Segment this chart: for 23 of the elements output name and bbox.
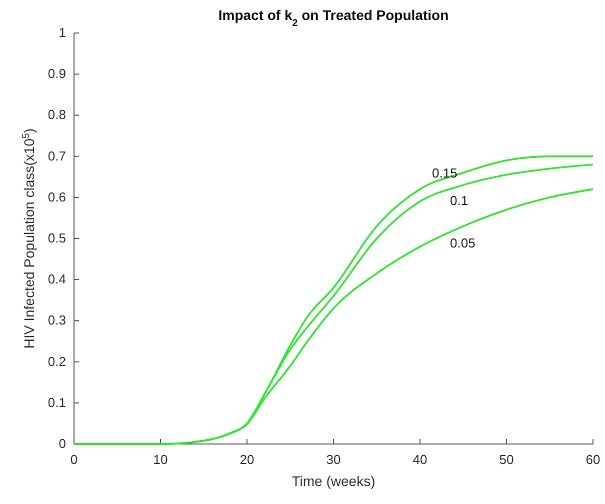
x-tick-label: 60	[586, 452, 600, 467]
y-tick-label: 0.2	[48, 354, 66, 369]
y-tick-label: 0.7	[48, 148, 66, 164]
y-tick-label: 0.6	[48, 189, 66, 204]
y-tick-label: 0.1	[48, 394, 66, 410]
x-tick-label: 50	[499, 452, 514, 467]
x-tick-label: 30	[326, 452, 341, 467]
x-axis-title: Time (weeks)	[292, 473, 376, 489]
series-label: 0.1	[450, 193, 468, 208]
y-tick-label: 0.9	[48, 66, 66, 82]
y-tick-label: 0.3	[48, 312, 66, 328]
x-tick-label: 20	[240, 452, 254, 467]
x-tick-label: 10	[153, 452, 168, 467]
chart-title: Impact of k$_{2}$ on Treated Population	[218, 7, 449, 28]
y-tick-label: 0.4	[48, 272, 66, 287]
y-tick-label: 0.5	[48, 230, 66, 246]
y-tick-label: 0	[58, 436, 66, 451]
y-tick-label: 1	[58, 25, 66, 40]
y-tick-label: 0.8	[48, 107, 66, 122]
x-tick-label: 0	[70, 452, 78, 467]
series-label: 0.15	[432, 166, 458, 181]
series-label: 0.05	[450, 235, 476, 250]
x-tick-label: 40	[412, 452, 428, 467]
